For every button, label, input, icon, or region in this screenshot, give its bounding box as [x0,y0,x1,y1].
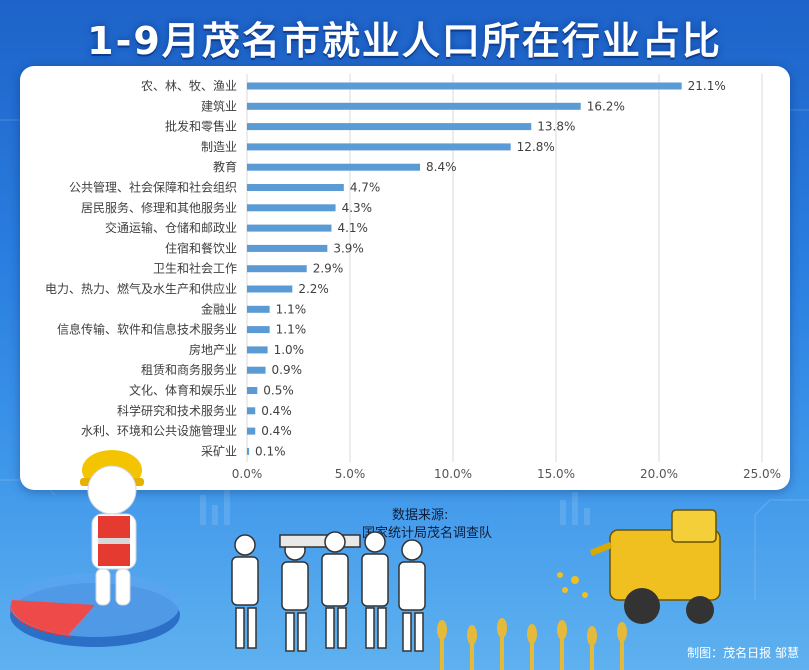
category-label: 文化、体育和娱乐业 [129,383,237,398]
category-label: 电力、热力、燃气及水生产和供应业 [45,281,237,296]
category-label: 信息传输、软件和信息技术服务业 [57,322,237,337]
category-label: 科学研究和技术服务业 [117,403,237,418]
source-value: 国家统计局茂名调查队 [362,526,493,541]
bar [247,326,270,334]
bar [247,407,256,415]
bar [247,447,250,455]
category-label: 批发和零售业 [165,119,237,134]
x-tick-label: 15.0% [537,467,575,481]
bar [247,244,328,252]
data-label: 0.4% [261,424,292,438]
data-label: 0.4% [261,404,292,418]
data-label: 0.9% [272,363,303,377]
bar [247,102,581,110]
data-label: 2.2% [298,282,329,296]
category-label: 居民服务、修理和其他服务业 [81,200,237,215]
bar [247,427,256,435]
bar [247,346,268,354]
data-label: 8.4% [426,160,457,174]
bar [247,224,332,232]
x-tick-label: 5.0% [335,467,366,481]
category-label: 教育 [213,159,237,174]
harvester-illustration [557,509,721,624]
x-tick-label: 20.0% [640,467,678,481]
data-label: 1.1% [276,323,307,337]
bar [247,366,266,374]
category-label: 公共管理、社会保障和社会组织 [69,180,237,195]
bar [247,305,270,313]
category-label: 农、林、牧、渔业 [141,79,237,93]
illustration [9,450,721,670]
category-label: 交通运输、仓储和邮政业 [105,220,237,235]
bar [247,143,511,151]
category-label: 卫生和社会工作 [153,261,237,276]
chart-title: 1-9月茂名市就业人口所在行业占比 [87,19,722,63]
category-label: 水利、环境和公共设施管理业 [81,423,237,438]
data-label: 1.1% [276,302,307,316]
data-label: 1.0% [274,343,305,357]
bar [247,387,258,394]
data-label: 4.1% [337,221,368,235]
x-tick-label: 25.0% [743,467,781,481]
data-label: 16.2% [587,99,625,113]
category-label: 租赁和商务服务业 [141,362,237,377]
category-label: 房地产业 [189,342,237,357]
category-label: 金融业 [201,301,237,316]
data-label: 21.1% [688,79,726,93]
bar [247,285,293,293]
data-label: 4.7% [350,181,381,195]
workers-group-illustration [231,531,426,652]
bar [247,82,682,90]
pie-chart-illustration [9,573,180,647]
category-label: 建筑业 [201,98,237,113]
category-label: 制造业 [201,140,237,154]
bar [247,184,344,191]
category-label: 采矿业 [201,444,237,458]
category-label: 住宿和餐饮业 [165,240,237,255]
data-label: 2.9% [313,262,344,276]
credit-text: 制图：茂名日报 邹慧 [687,646,799,660]
data-label: 0.1% [255,444,286,458]
bar-chart: 0.0% 5.0% 10.0% 15.0% 20.0% 25.0% 农、林、牧、渔业 21.1… [45,74,781,481]
data-label: 0.5% [263,384,294,398]
bar [247,265,307,273]
data-label: 3.9% [333,241,364,255]
bar [247,163,421,171]
bar [247,123,532,131]
data-label: 4.3% [342,201,373,215]
source-label: 数据来源: [392,508,449,523]
x-tick-label: 0.0% [232,467,263,481]
data-label: 13.8% [537,120,575,134]
bar [247,204,336,212]
wheat-illustration [437,618,627,670]
worker-mascot-illustration [80,450,144,606]
chart-panel: 0.0% 5.0% 10.0% 15.0% 20.0% 25.0% 农、林、牧、渔业 21.1… [20,66,790,490]
x-tick-label: 10.0% [434,467,472,481]
data-label: 12.8% [517,140,555,154]
